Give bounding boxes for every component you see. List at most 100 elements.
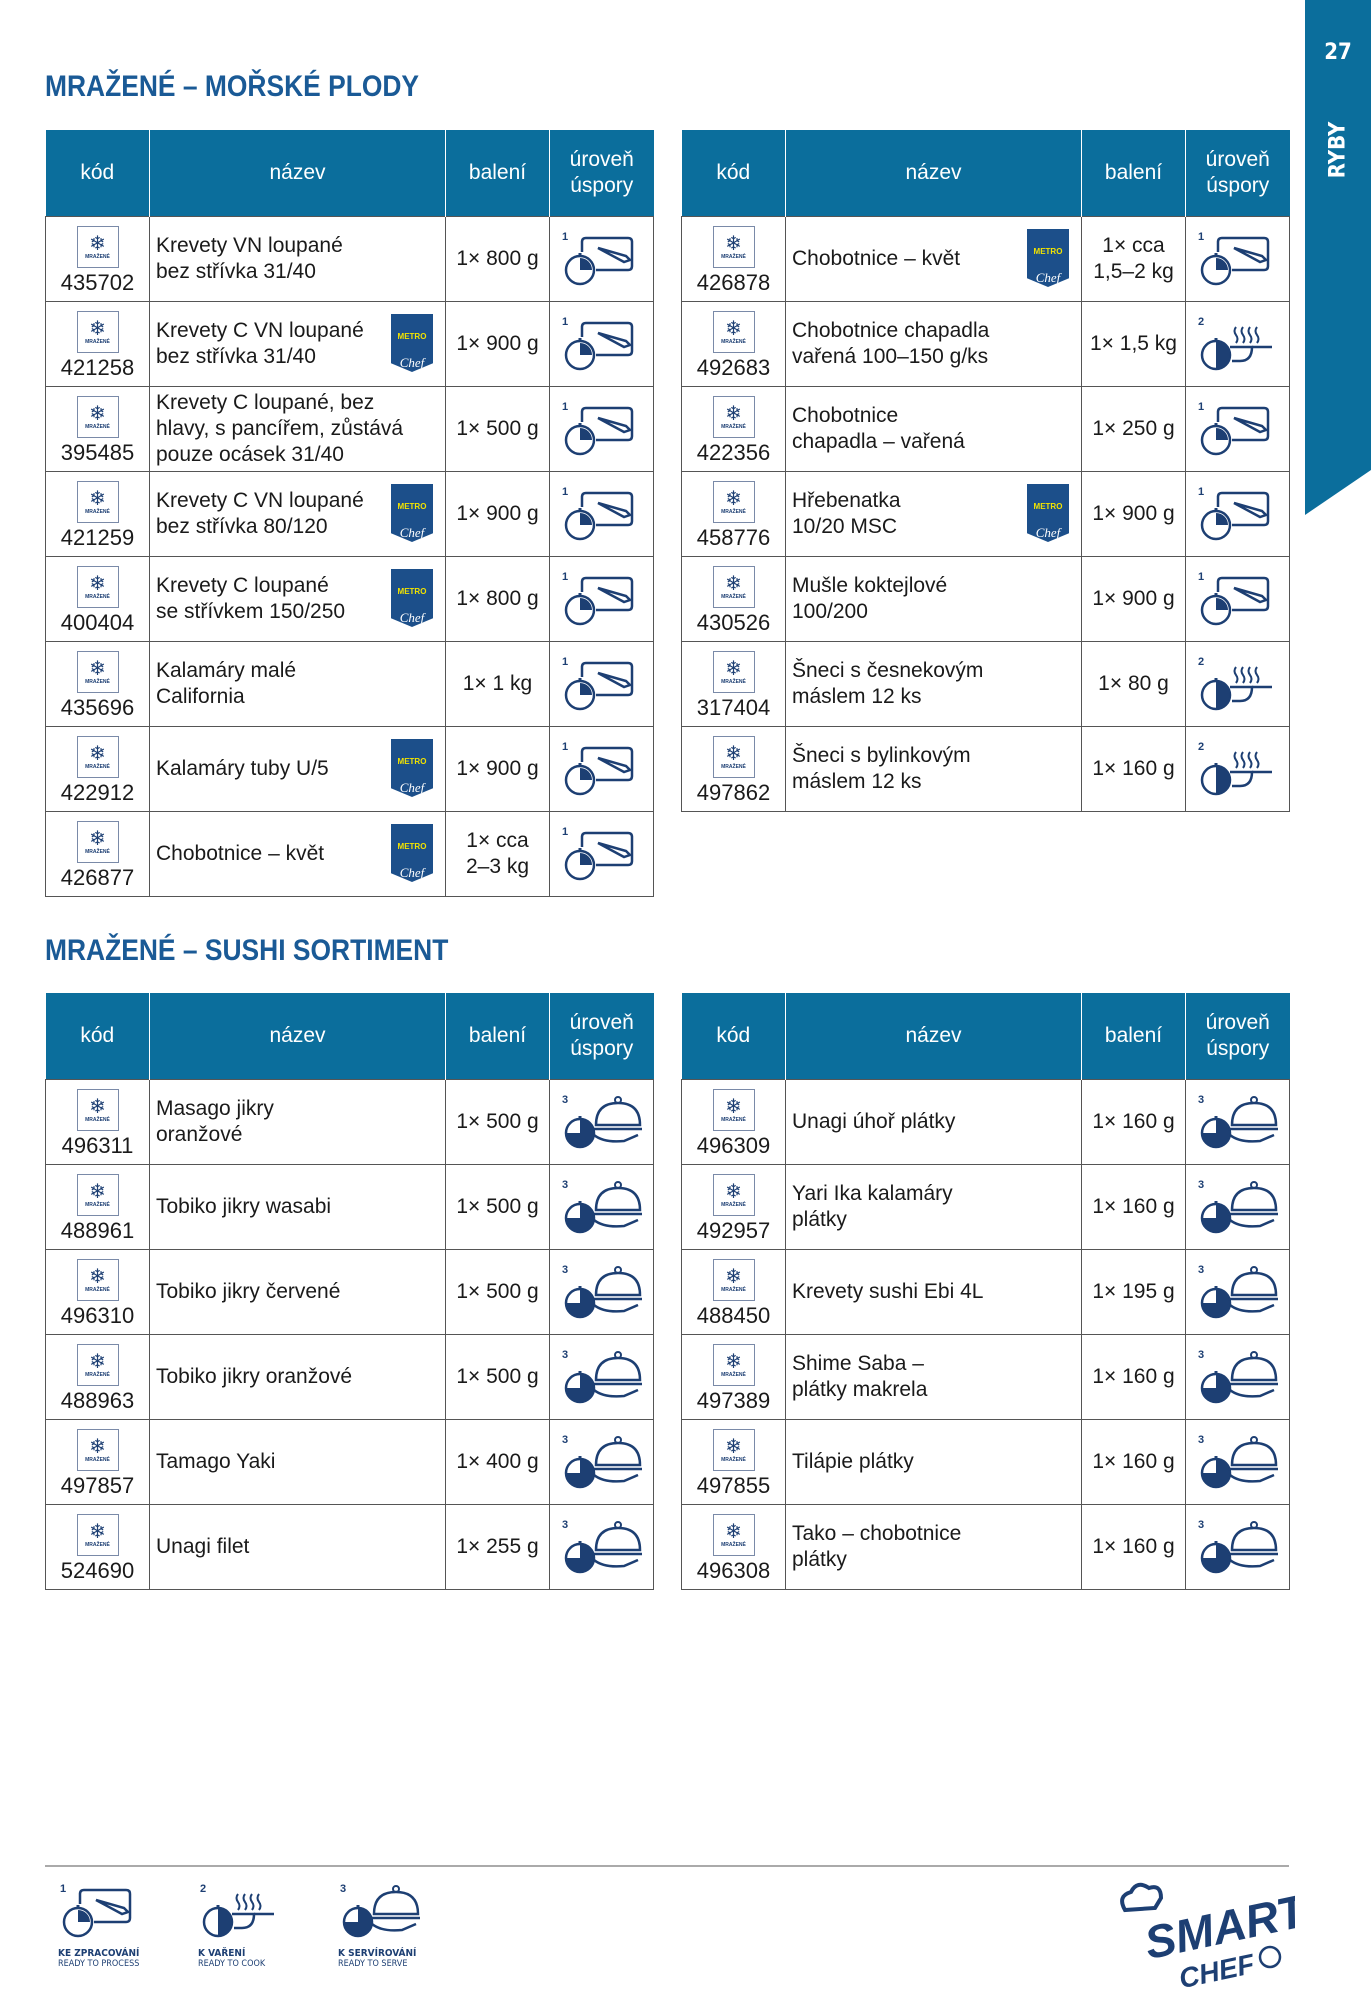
header-code: kód xyxy=(45,130,150,217)
package-size: 1× cca 2–3 kg xyxy=(445,811,550,897)
header-level: úroveň úspory xyxy=(1185,130,1290,217)
table-row: ❄ MRAŽENÉ 492683 Chobotnice chapadla vaře… xyxy=(681,301,1290,387)
product-code: 496311 xyxy=(61,1133,134,1158)
ready-to-serve-icon: 3 xyxy=(549,1334,654,1420)
product-name: Unagi filet xyxy=(156,1535,250,1558)
table-header: kód název balení úroveň úspory xyxy=(45,130,654,217)
product-code: 400404 xyxy=(60,610,135,635)
metro-chef-badge: METRO Chef xyxy=(391,739,433,797)
chef-label: Chef xyxy=(1035,270,1061,285)
frozen-badge: ❄ MRAŽENÉ xyxy=(76,396,119,438)
ready-to-process-icon: 1 xyxy=(549,811,654,897)
frozen-badge: ❄ MRAŽENÉ xyxy=(76,1514,119,1556)
header-name: název xyxy=(785,130,1082,217)
table-row: ❄ MRAŽENÉ 421259 Krevety C VN loupané bez… xyxy=(45,471,654,557)
name-cell: Mušle koktejlové 100/200 xyxy=(785,556,1082,642)
code-cell: ❄ MRAŽENÉ 497389 xyxy=(681,1334,786,1420)
table-row: ❄ MRAŽENÉ 426877 Chobotnice – květ METRO C… xyxy=(45,811,654,897)
svg-text:1: 1 xyxy=(562,231,568,243)
frozen-label: MRAŽENÉ xyxy=(721,1457,746,1463)
frozen-label: MRAŽENÉ xyxy=(721,1202,746,1208)
chef-label: Chef xyxy=(399,610,425,625)
name-cell: Šneci s česnekovým máslem 12 ks xyxy=(785,641,1082,727)
svg-text:1: 1 xyxy=(562,486,568,498)
package-size: 1× 160 g xyxy=(1081,726,1186,812)
package-size: 1× 1 kg xyxy=(445,641,550,727)
section-tab: 27 RYBY xyxy=(1305,0,1371,515)
svg-text:2: 2 xyxy=(1198,316,1204,328)
snowflake-icon: ❄ xyxy=(725,403,742,425)
footer-divider xyxy=(45,1865,1289,1867)
frozen-badge: ❄ MRAŽENÉ xyxy=(76,736,119,778)
frozen-badge: ❄ MRAŽENÉ xyxy=(76,226,119,268)
table-row: ❄ MRAŽENÉ 497862 Šneci s bylinkovým másle… xyxy=(681,726,1290,812)
ready-to-process-icon: 1 xyxy=(549,556,654,642)
ready-to-process-icon: 1 xyxy=(58,1883,142,1946)
code-cell: ❄ MRAŽENÉ 492683 xyxy=(681,301,786,387)
product-table: kód název balení úroveň úspory ❄ MRAŽENÉ … xyxy=(681,130,1290,812)
product-name: Tilápie plátky xyxy=(792,1450,914,1473)
snowflake-icon: ❄ xyxy=(89,743,106,765)
metro-label: METRO xyxy=(1033,247,1063,256)
product-name: Chobotnice – květ xyxy=(156,842,325,865)
product-code: 421258 xyxy=(60,355,135,380)
package-size: 1× 160 g xyxy=(1081,1079,1186,1165)
ready-to-process-icon: 1 xyxy=(549,216,654,302)
table-row: ❄ MRAŽENÉ 426878 Chobotnice – květ METRO C… xyxy=(681,216,1290,302)
snowflake-icon: ❄ xyxy=(725,1521,742,1543)
product-name: Šneci s bylinkovým máslem 12 ks xyxy=(792,744,971,793)
header-name: název xyxy=(149,993,446,1080)
frozen-badge: ❄ MRAŽENÉ xyxy=(76,481,119,523)
svg-text:1: 1 xyxy=(1198,486,1204,498)
code-cell: ❄ MRAŽENÉ 497862 xyxy=(681,726,786,812)
ready-to-serve-icon: 3 xyxy=(1185,1334,1290,1420)
package-size: 1× 800 g xyxy=(445,556,550,642)
product-table: kód název balení úroveň úspory ❄ MRAŽENÉ … xyxy=(45,130,654,897)
product-name: Shime Saba – plátky makrela xyxy=(792,1352,928,1401)
frozen-badge: ❄ MRAŽENÉ xyxy=(712,1259,755,1301)
name-cell: Kalamáry malé California xyxy=(149,641,446,727)
product-table: kód název balení úroveň úspory ❄ MRAŽENÉ … xyxy=(681,993,1290,1590)
package-size: 1× 255 g xyxy=(445,1504,550,1590)
frozen-label: MRAŽENÉ xyxy=(721,1117,746,1123)
name-cell: Shime Saba – plátky makrela xyxy=(785,1334,1082,1420)
table-header: kód název balení úroveň úspory xyxy=(45,993,654,1080)
ready-to-serve-icon: 3 xyxy=(549,1504,654,1590)
ready-to-process-icon: 1 xyxy=(549,301,654,387)
header-name: název xyxy=(149,130,446,217)
package-size: 1× 900 g xyxy=(1081,556,1186,642)
product-code: 426878 xyxy=(696,270,771,295)
snowflake-icon: ❄ xyxy=(725,488,742,510)
product-name: Tamago Yaki xyxy=(156,1450,276,1473)
code-cell: ❄ MRAŽENÉ 395485 xyxy=(45,386,150,472)
snowflake-icon: ❄ xyxy=(725,1181,742,1203)
frozen-label: MRAŽENÉ xyxy=(85,594,110,600)
code-cell: ❄ MRAŽENÉ 317404 xyxy=(681,641,786,727)
snowflake-icon: ❄ xyxy=(89,1181,106,1203)
package-size: 1× 160 g xyxy=(1081,1419,1186,1505)
product-name: Kalamáry tuby U/5 xyxy=(156,757,329,780)
svg-text:3: 3 xyxy=(1198,1179,1204,1191)
ready-to-cook-icon: 2 xyxy=(1185,641,1290,727)
product-code: 395485 xyxy=(60,440,135,465)
header-level: úroveň úspory xyxy=(549,130,654,217)
package-size: 1× 160 g xyxy=(1081,1334,1186,1420)
code-cell: ❄ MRAŽENÉ 400404 xyxy=(45,556,150,642)
frozen-label: MRAŽENÉ xyxy=(85,1202,110,1208)
code-cell: ❄ MRAŽENÉ 422356 xyxy=(681,386,786,472)
snowflake-icon: ❄ xyxy=(89,1351,106,1373)
frozen-badge: ❄ MRAŽENÉ xyxy=(76,566,119,608)
name-cell: Krevety C VN loupané bez střívka 31/40 M… xyxy=(149,301,446,387)
code-cell: ❄ MRAŽENÉ 421258 xyxy=(45,301,150,387)
metro-label: METRO xyxy=(1033,502,1063,511)
product-code: 497389 xyxy=(696,1388,771,1413)
metro-label: METRO xyxy=(397,757,427,766)
svg-text:2: 2 xyxy=(1198,656,1204,668)
name-cell: Kalamáry tuby U/5 METRO Chef xyxy=(149,726,446,812)
name-cell: Masago jikry oranžové xyxy=(149,1079,446,1165)
table-row: ❄ MRAŽENÉ 421258 Krevety C VN loupané bez… xyxy=(45,301,654,387)
frozen-badge: ❄ MRAŽENÉ xyxy=(76,311,119,353)
package-size: 1× 195 g xyxy=(1081,1249,1186,1335)
frozen-badge: ❄ MRAŽENÉ xyxy=(712,1174,755,1216)
snowflake-icon: ❄ xyxy=(89,488,106,510)
